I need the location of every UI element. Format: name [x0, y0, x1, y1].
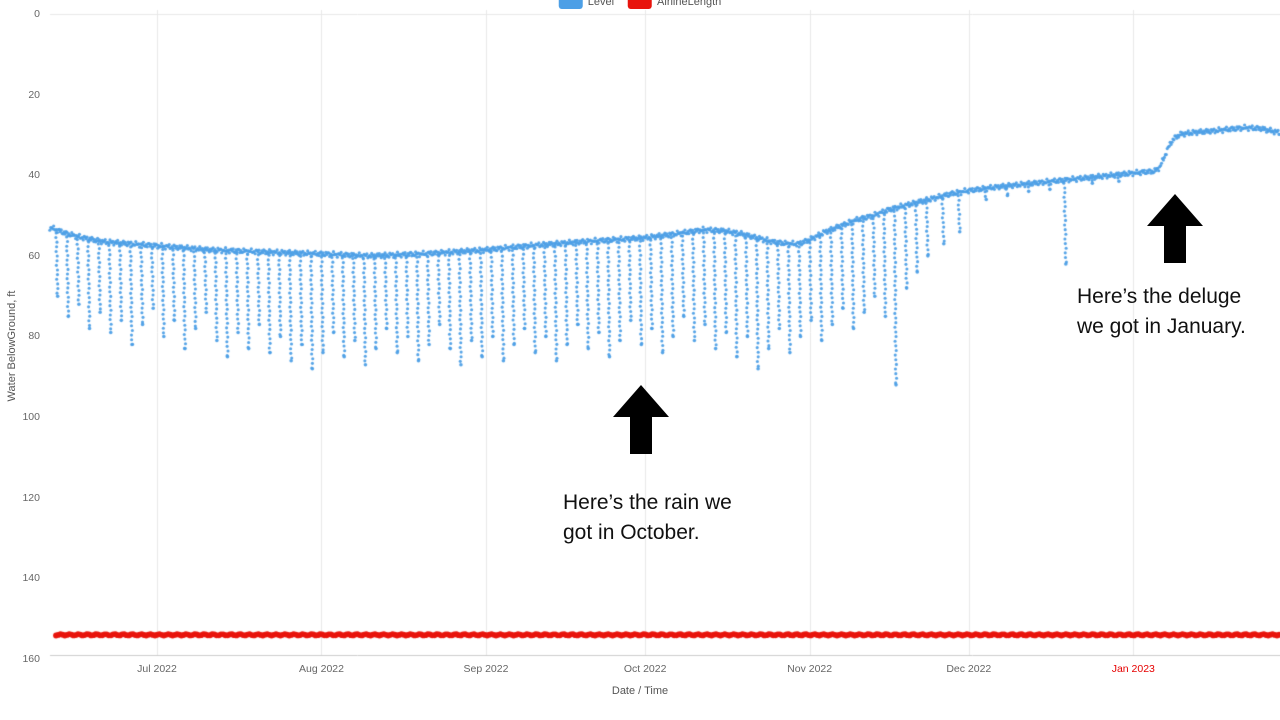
legend-label-level: Level [587, 0, 615, 8]
x-tick-label: Jul 2022 [137, 663, 177, 675]
x-axis-title: Date / Time [611, 685, 669, 697]
y-tick-label: 100 [22, 411, 40, 424]
arrow-head [613, 385, 669, 417]
x-tick-label: Sep 2022 [463, 663, 509, 675]
annotation-line: Here’s the deluge [1077, 285, 1242, 308]
january-deluge-annotation: Here’s the deluge we got in January. [1077, 282, 1246, 342]
legend-swatch-level-icon [558, 0, 583, 9]
october-rain-annotation: Here’s the rain we got in October. [563, 488, 732, 548]
x-tick-label: Aug 2022 [299, 663, 344, 675]
x-tick-label: Dec 2022 [946, 663, 992, 675]
january-deluge-arrow-icon [1147, 194, 1203, 263]
annotation-line: Here’s the rain we [563, 491, 732, 514]
y-tick-label: 160 [22, 652, 40, 665]
y-axis-title: Water BelowGround, ft [6, 290, 18, 402]
y-tick-label: 20 [28, 88, 40, 101]
x-tick-label: Oct 2022 [623, 663, 667, 675]
legend-item-level: Level [558, 0, 615, 9]
x-tick-label: Jan 2023 [1111, 663, 1155, 675]
arrow-head [1147, 194, 1203, 226]
y-tick-label: 140 [22, 572, 40, 585]
y-tick-label: 40 [28, 169, 40, 182]
arrow-stem [1164, 225, 1186, 263]
y-tick-label: 120 [22, 491, 40, 504]
y-tick-label: 80 [28, 330, 40, 343]
legend-swatch-airlinelength-icon [628, 0, 653, 9]
chart-legend: Level AirlineLength [558, 0, 721, 9]
october-rain-arrow-icon [613, 385, 669, 454]
legend-label-airlinelength: AirlineLength [657, 0, 722, 8]
y-tick-label: 60 [28, 249, 40, 262]
y-tick-label: 0 [34, 8, 40, 20]
x-tick-label: Nov 2022 [787, 663, 833, 675]
arrow-stem [630, 416, 652, 454]
annotation-line: got in October. [563, 520, 700, 544]
legend-item-airlinelength: AirlineLength [628, 0, 721, 9]
annotation-line: we got in January. [1077, 314, 1246, 338]
